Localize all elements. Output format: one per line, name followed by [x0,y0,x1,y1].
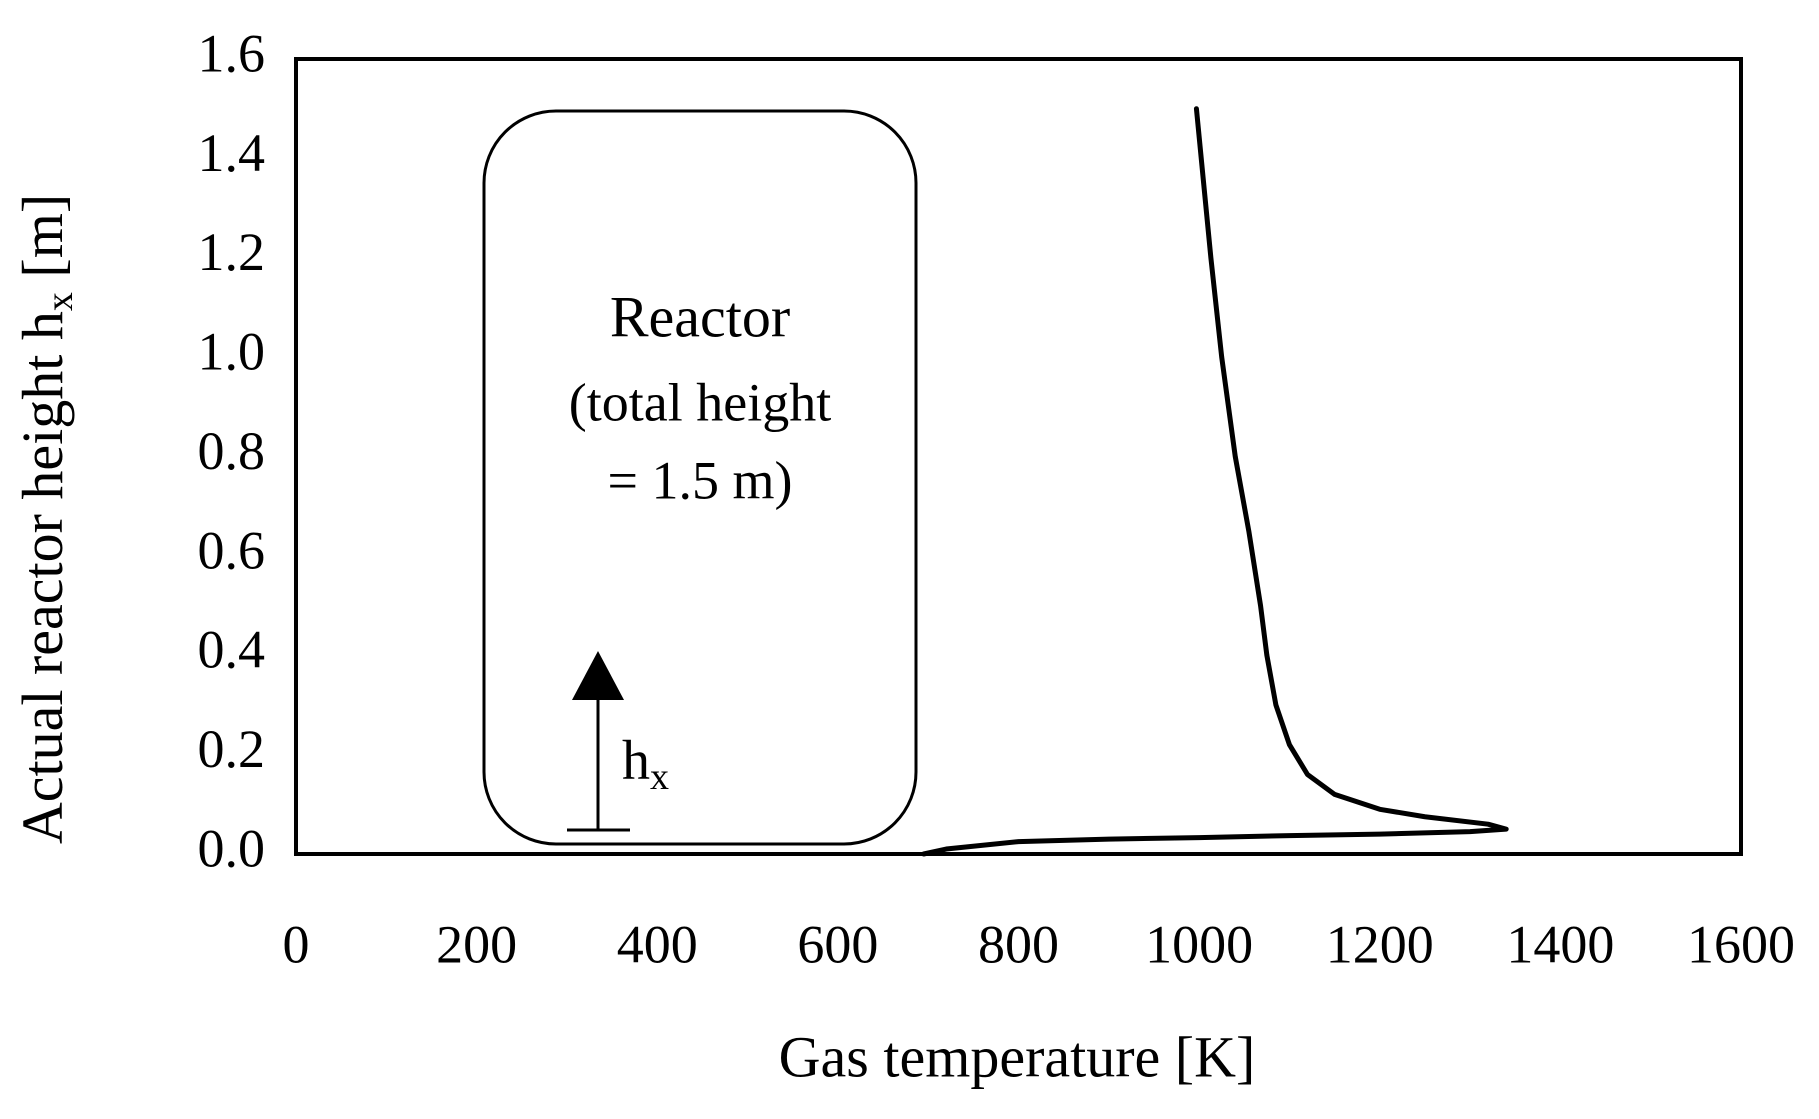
x-tick-label: 800 [978,914,1059,974]
x-tick-label: 200 [436,914,517,974]
y-tick-label: 0.4 [198,620,266,680]
plot-frame [294,57,1743,856]
y-tick-label: 0.2 [198,719,266,779]
arrow-label-main: h [622,730,650,792]
annotation: = 1.5 m) [608,450,793,510]
y-tick-label: 1.2 [198,222,266,282]
y-tick-label: 0.0 [198,818,266,878]
reactor-box [482,109,918,846]
x-tick-label: 1000 [1145,914,1253,974]
arrow-label: hx [622,730,669,798]
x-tick-label: 600 [797,914,878,974]
x-tick-label: 1600 [1687,914,1795,974]
y-tick-label: 0.8 [198,421,266,481]
data-line [921,106,1509,857]
y-axis-title: Actual reactor height hx [m] [10,194,80,844]
x-tick-label: 0 [283,914,310,974]
x-axis-title: Gas temperature [K] [779,1024,1256,1089]
y-axis-title-sub: x [39,292,81,311]
y-tick-label: 1.4 [198,123,266,183]
arrow-head [572,651,624,700]
arrow-label-sub: x [650,756,669,798]
x-tick-label: 1400 [1506,914,1614,974]
y-axis-title-main: Actual reactor height h [10,311,75,844]
y-tick-label: 1.0 [198,322,266,382]
annotation: Reactor [610,284,790,349]
annotation: (total height [569,372,831,432]
y-tick-label: 1.6 [198,23,266,83]
x-tick-label: 400 [617,914,698,974]
x-tick-label: 1200 [1326,914,1434,974]
y-tick-label: 0.6 [198,520,266,580]
y-axis-title-end: [m] [10,194,75,292]
